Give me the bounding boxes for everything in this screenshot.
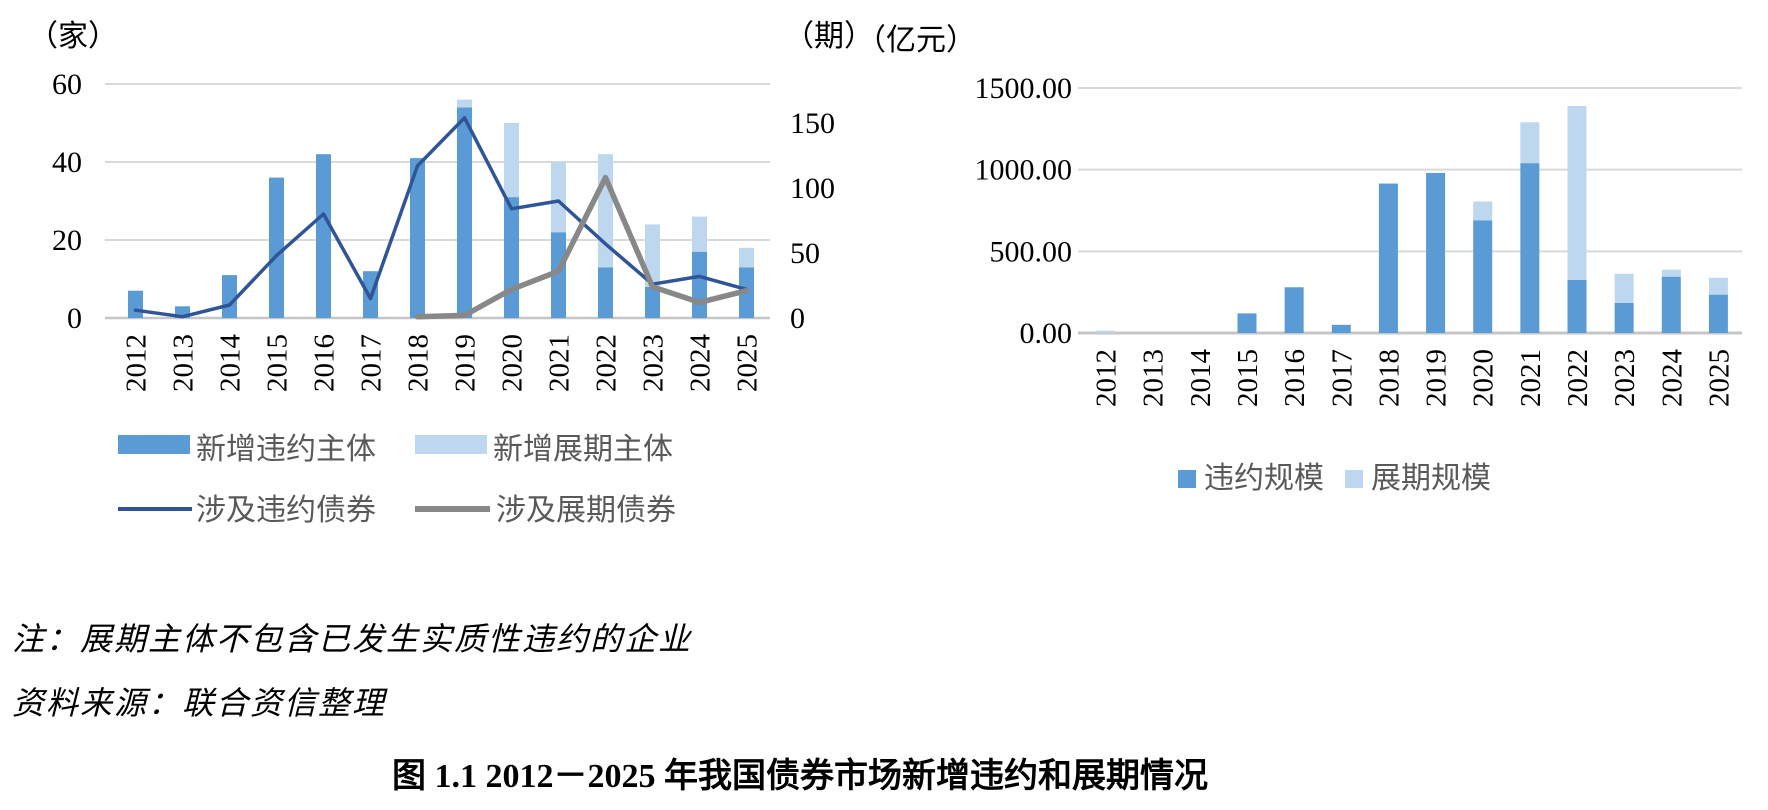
x-label-2019: 2019: [1421, 349, 1453, 407]
legend-swatch-extension-entities: [415, 435, 487, 454]
x-label-2021: 2021: [1515, 349, 1547, 407]
default-entities-bar-2015: [269, 177, 284, 318]
extension-scale-bar-2012: [1096, 330, 1116, 333]
extension-bonds-line: [414, 174, 750, 320]
right-chart: 0.00 500.00 1000.00 1500.00 （亿元） 2012 2013 2014…: [856, 24, 1742, 495]
right-axis-unit: （期）: [784, 20, 874, 53]
x-label-2017: 2017: [1326, 349, 1358, 407]
extension-scale-bar-2024: [1661, 269, 1681, 277]
x-label-2015: 2015: [262, 334, 294, 392]
x-label-2013: 2013: [1138, 349, 1170, 407]
left-axis-unit: （家）: [28, 20, 118, 53]
x-label-2014: 2014: [215, 334, 247, 393]
legend-label-extension-bonds: 涉及展期债券: [496, 494, 676, 527]
y-axis-tick: 0.00: [1020, 317, 1073, 350]
default-scale-bar-2024: [1661, 276, 1681, 333]
legend-label-default-entities: 新增违约主体: [196, 433, 376, 466]
default-entities-bar-2024: [692, 251, 707, 318]
default-scale-bar-2016: [1284, 287, 1304, 333]
extension-scale-bar-2020: [1473, 201, 1493, 221]
x-label-2022: 2022: [591, 334, 623, 392]
right-axis-tick: 50: [790, 237, 820, 270]
default-entities-bar-2018: [410, 158, 425, 318]
x-label-2013: 2013: [168, 334, 200, 392]
right-axis-tick: 0: [790, 302, 805, 335]
default-entities-bar-2023: [645, 286, 660, 318]
default-entities-bar-2022: [598, 267, 613, 318]
x-label-2012: 2012: [1091, 349, 1123, 407]
legend-swatch-default-scale: [1178, 470, 1196, 488]
x-label-2022: 2022: [1562, 349, 1594, 407]
x-label-2015: 2015: [1232, 349, 1264, 407]
x-label-2017: 2017: [356, 334, 388, 392]
left-axis-tick: 40: [52, 146, 82, 179]
right-axis-tick: 150: [790, 107, 835, 140]
extension-scale-bar-2022: [1567, 105, 1587, 280]
legend-swatch-default-entities: [118, 435, 190, 454]
default-entities-bar-2019: [457, 107, 472, 319]
combo-and-stacked-charts: 0 20 40 60 0 50 100 150 （家） （期） 2012 2013 2014 2015 20…: [28, 20, 1742, 527]
x-label-2018: 2018: [1373, 349, 1405, 407]
default-scale-bar-2022: [1567, 279, 1587, 333]
x-label-2023: 2023: [1609, 349, 1641, 407]
left-axis-tick: 0: [67, 302, 82, 335]
x-label-2025: 2025: [732, 334, 764, 392]
x-label-2021: 2021: [544, 334, 576, 392]
default-bonds-line: [133, 116, 749, 319]
default-scale-bar-2020: [1473, 220, 1493, 333]
figure-note: 注：展期主体不包含已发生实质性违约的企业: [12, 621, 693, 657]
figure-source: 资料来源：联合资信整理: [12, 685, 387, 721]
x-label-2024: 2024: [1656, 349, 1688, 408]
x-label-2012: 2012: [121, 334, 153, 392]
x-label-2020: 2020: [1468, 349, 1500, 407]
left-chart: 0 20 40 60 0 50 100 150 （家） （期） 2012 2013 2014 2015 20…: [28, 20, 874, 527]
default-entities-bar-2021: [551, 232, 566, 318]
extension-entities-bar-2021: [551, 162, 566, 233]
legend-label-extension-entities: 新增展期主体: [493, 433, 673, 466]
right-axis-tick: 100: [790, 172, 835, 205]
default-entities-bar-2013: [175, 306, 190, 318]
y-axis-unit: （亿元）: [856, 24, 976, 57]
legend-label-default-scale: 违约规模: [1204, 462, 1324, 495]
left-axis-tick: 20: [52, 224, 82, 257]
extension-scale-bar-2025: [1708, 277, 1728, 295]
legend-label-default-bonds: 涉及违约债券: [196, 494, 376, 527]
default-scale-bar-2019: [1426, 172, 1446, 333]
extension-scale-bar-2023: [1614, 273, 1634, 303]
x-label-2016: 2016: [309, 334, 341, 392]
y-axis-tick: 1000.00: [975, 154, 1073, 187]
default-entities-bar-2016: [316, 154, 331, 318]
default-entities-bar-2012: [128, 290, 143, 318]
extension-scale-bar-2021: [1520, 122, 1540, 164]
default-entities-bar-2020: [504, 197, 519, 318]
x-label-2025: 2025: [1703, 349, 1735, 407]
charts-canvas: 0 20 40 60 0 50 100 150 （家） （期） 2012 2013 2014 2015 20…: [28, 20, 1742, 527]
y-axis-tick: 1500.00: [975, 72, 1073, 105]
x-label-2016: 2016: [1279, 349, 1311, 407]
default-scale-bar-2021: [1520, 163, 1540, 333]
extension-entities-bar-2020: [504, 123, 519, 198]
y-axis-tick: 500.00: [990, 235, 1073, 268]
extension-entities-bar-2024: [692, 216, 707, 252]
x-label-2018: 2018: [403, 334, 435, 392]
x-label-2014: 2014: [1185, 349, 1217, 408]
x-label-2020: 2020: [497, 334, 529, 392]
default-entities-bar-2014: [222, 275, 237, 318]
figure-caption: 图 1.1 2012－2025 年我国债券市场新增违约和展期情况: [392, 758, 1208, 795]
extension-entities-bar-2025: [739, 247, 754, 268]
x-label-2019: 2019: [450, 334, 482, 392]
legend-swatch-extension-scale: [1345, 470, 1363, 488]
x-label-2023: 2023: [638, 334, 670, 392]
legend-label-extension-scale: 展期规模: [1371, 462, 1491, 495]
default-scale-bar-2025: [1708, 294, 1728, 333]
default-scale-bar-2017: [1331, 324, 1351, 333]
default-scale-bar-2018: [1378, 183, 1398, 333]
extension-entities-bar-2019: [457, 99, 472, 108]
default-scale-bar-2023: [1614, 302, 1634, 333]
left-axis-tick: 60: [52, 68, 82, 101]
default-scale-bar-2015: [1237, 313, 1257, 333]
x-label-2024: 2024: [685, 334, 717, 393]
